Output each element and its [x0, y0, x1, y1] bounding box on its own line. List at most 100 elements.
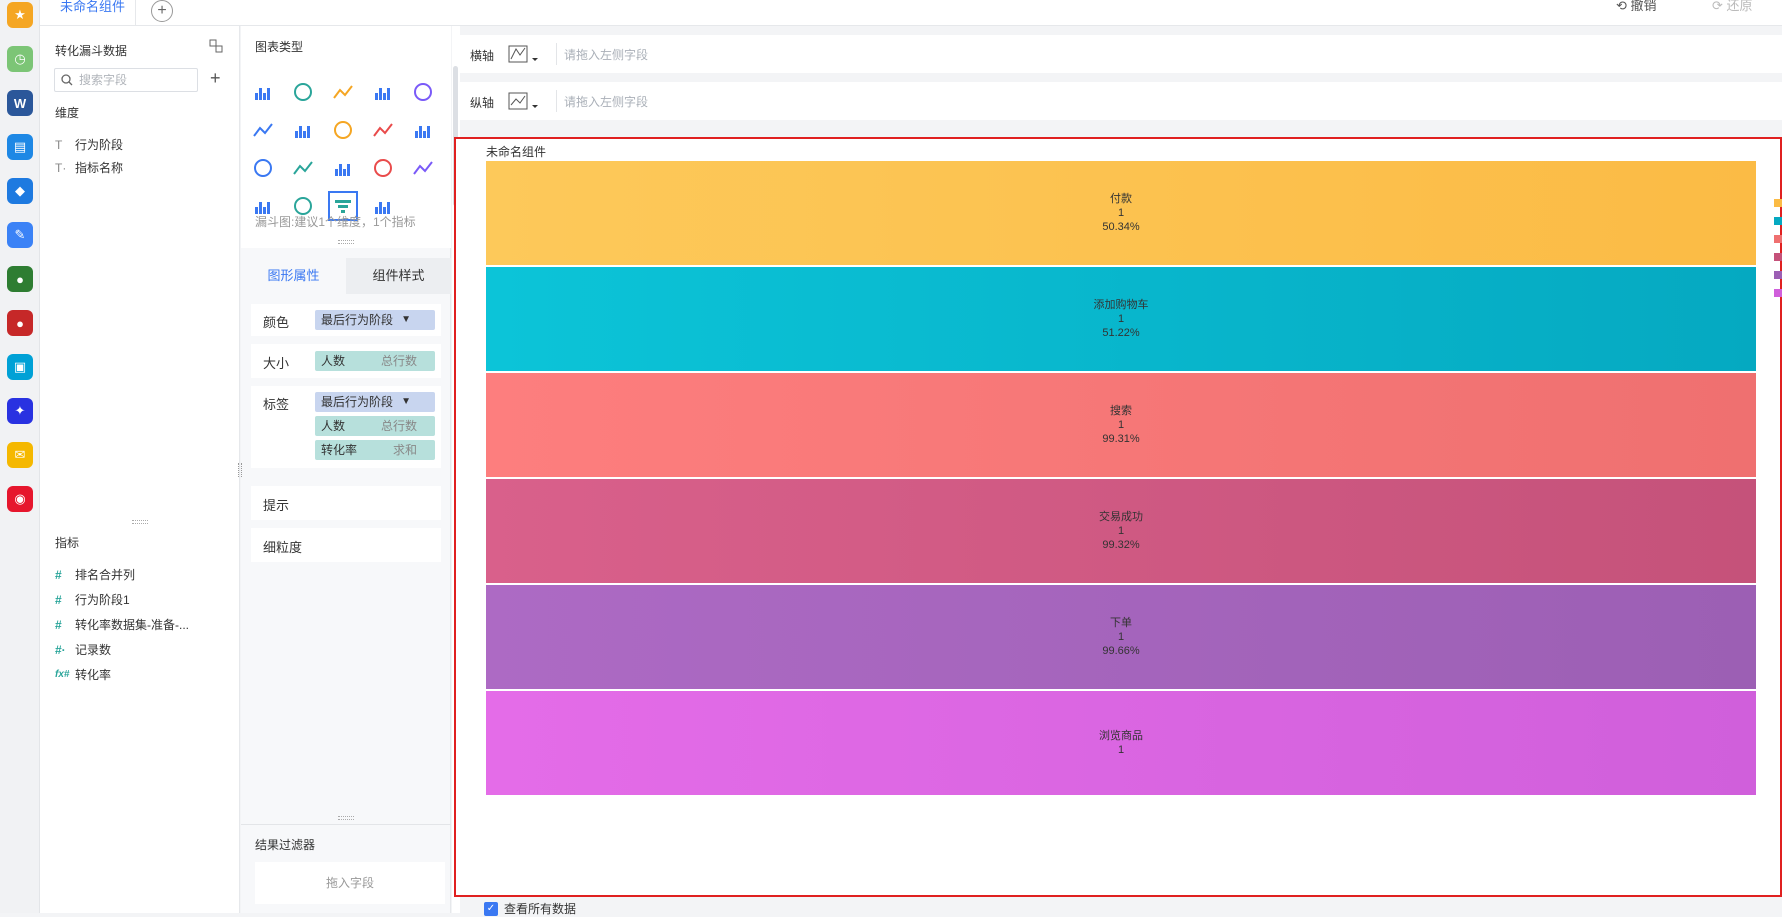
legend-swatch[interactable] — [1774, 271, 1782, 279]
view-all-checkbox[interactable]: ✓ 查看所有数据 — [484, 900, 576, 917]
legend-swatch[interactable] — [1774, 289, 1782, 297]
granularity-row[interactable]: 细粒度 — [251, 528, 441, 562]
funnel-segment[interactable]: 付款 1 50.34% — [486, 161, 1756, 265]
undo-button[interactable]: ⟲ 撤销 — [1616, 0, 1657, 12]
dimension-item[interactable]: T· 指标名称 — [55, 159, 123, 176]
dimension-item[interactable]: T 行为阶段 — [55, 136, 123, 153]
color-label: 颜色 — [263, 315, 290, 330]
funnel-segment[interactable]: 浏览商品 1 — [486, 691, 1756, 795]
color-field-pill[interactable]: 最后行为阶段 ▼ — [315, 310, 435, 330]
diamond-app-icon[interactable]: ◆ — [7, 178, 33, 204]
blue-app-icon[interactable]: ▤ — [7, 134, 33, 160]
area-chart-icon[interactable] — [295, 126, 310, 138]
redo-button[interactable]: ⟳ 还原 — [1712, 0, 1753, 12]
mail-app-icon[interactable]: ✉ — [7, 442, 33, 468]
treemap-icon[interactable] — [255, 202, 270, 214]
divider — [241, 824, 451, 825]
game1-app-icon[interactable]: ● — [7, 266, 33, 292]
tab-component-style[interactable]: 组件样式 — [346, 258, 451, 294]
edit-app-icon[interactable]: ✎ — [7, 222, 33, 248]
measure-item[interactable]: #· 记录数 — [55, 641, 111, 658]
dataset-title: 转化漏斗数据 — [55, 44, 128, 58]
legend-swatch[interactable] — [1774, 235, 1782, 243]
weibo-app-icon[interactable]: ◉ — [7, 486, 33, 512]
heat-map-icon[interactable] — [413, 161, 433, 175]
size-field-pill[interactable]: 人数 总行数 — [315, 351, 435, 371]
tab-component[interactable]: 未命名组件 — [50, 0, 137, 26]
filter-drop-zone[interactable]: 拖入字段 — [255, 862, 445, 904]
chart-title: 未命名组件 — [486, 145, 547, 159]
funnel-segment[interactable]: 添加购物车 1 51.22% — [486, 267, 1756, 371]
measure-item[interactable]: # 行为阶段1 — [55, 591, 130, 608]
y-axis-drop-zone[interactable]: 请拖入左侧字段 — [564, 95, 649, 109]
measure-item[interactable]: fx# 转化率 — [55, 666, 111, 683]
scatter-icon[interactable] — [334, 121, 352, 139]
label-field-name: 人数 — [321, 419, 346, 433]
combo-line-icon[interactable] — [414, 83, 432, 101]
filter-icon[interactable]: ▼ — [401, 314, 411, 325]
label-field-pill[interactable]: 人数 总行数 — [315, 416, 435, 436]
panel-splitter[interactable] — [238, 463, 242, 477]
x-axis-label: 横轴 — [470, 49, 495, 63]
legend-swatch[interactable] — [1774, 217, 1782, 225]
color-field-name: 最后行为阶段 — [321, 313, 394, 327]
resize-handle-icon[interactable] — [338, 240, 354, 244]
measure-item[interactable]: # 转化率数据集-准备-... — [55, 616, 189, 633]
config-scrollbar[interactable] — [453, 66, 458, 206]
funnel-segment[interactable]: 交易成功 1 99.32% — [486, 479, 1756, 583]
redo-icon: ⟳ — [1712, 0, 1723, 13]
word-app-icon[interactable]: W — [7, 90, 33, 116]
funnel-segment[interactable]: 下单 1 99.66% — [486, 585, 1756, 689]
funnel-label-rate: 50.34% — [1102, 221, 1140, 233]
x-axis-drop-zone[interactable]: 请拖入左侧字段 — [564, 48, 649, 62]
measure-item[interactable]: # 排名合并列 — [55, 566, 135, 583]
measure-label: 记录数 — [75, 643, 112, 657]
label-field-pill[interactable]: 转化率 求和 — [315, 440, 435, 460]
waterfall-icon[interactable] — [333, 85, 353, 99]
tab-shape-properties[interactable]: 图形属性 — [241, 258, 346, 294]
funnel-label-name: 付款 — [1110, 193, 1132, 205]
funnel-label-value: 1 — [1117, 744, 1125, 756]
chart-card[interactable]: 未命名组件 付款 1 50.34% 添加购物车 1 51.22% 搜索 1 99.31% 交易成功… — [454, 137, 1782, 897]
clock-app-icon[interactable]: ◷ — [7, 46, 33, 72]
stream-icon[interactable] — [375, 88, 390, 100]
funnel-label-rate: 99.31% — [1102, 433, 1140, 445]
label-field-pill[interactable]: 最后行为阶段 ▼ — [315, 392, 435, 412]
flow-map-icon[interactable] — [374, 159, 392, 177]
radar-icon[interactable] — [253, 123, 273, 137]
tooltip-row[interactable]: 提示 — [251, 486, 441, 520]
legend-swatch[interactable] — [1774, 253, 1782, 261]
switch-dataset-icon[interactable] — [208, 38, 224, 54]
add-field-button[interactable]: + — [210, 68, 221, 88]
bilibili-app-icon[interactable]: ▣ — [7, 354, 33, 380]
gauge-icon[interactable] — [375, 202, 390, 214]
stacked-bar-icon[interactable] — [294, 83, 312, 101]
granularity-label: 细粒度 — [263, 540, 303, 555]
funnel-label-rate: 99.66% — [1102, 645, 1140, 657]
funnel-segment[interactable]: 搜索 1 99.31% — [486, 373, 1756, 477]
star-app-icon[interactable]: ★ — [7, 2, 33, 28]
pie-chart-icon[interactable] — [415, 126, 430, 138]
search-input[interactable] — [79, 73, 189, 87]
china-map-icon[interactable] — [293, 161, 313, 175]
filter-title: 结果过滤器 — [255, 838, 316, 852]
funnel-label-name: 浏览商品 — [1099, 730, 1143, 742]
point-map-icon[interactable] — [335, 164, 350, 176]
word-cloud-icon[interactable] — [294, 197, 312, 215]
text-calc-field-icon: T· — [55, 160, 67, 175]
baidu-app-icon[interactable]: ✦ — [7, 398, 33, 424]
bar-chart-icon[interactable] — [255, 88, 270, 100]
funnel-label-value: 1 — [1117, 419, 1125, 431]
resize-handle-icon[interactable] — [338, 816, 354, 820]
filter-icon[interactable]: ▼ — [401, 396, 411, 407]
game2-app-icon[interactable]: ● — [7, 310, 33, 336]
funnel-chart-icon[interactable] — [328, 191, 358, 221]
resize-handle-icon[interactable] — [132, 520, 148, 524]
size-field-name: 人数 — [321, 354, 346, 368]
add-tab-button[interactable]: + — [151, 0, 173, 22]
y-axis-type-icon[interactable] — [508, 90, 542, 112]
rose-chart-icon[interactable] — [254, 159, 272, 177]
legend-swatch[interactable] — [1774, 199, 1782, 207]
bubble-icon[interactable] — [373, 123, 393, 137]
x-axis-type-icon[interactable] — [508, 43, 542, 65]
